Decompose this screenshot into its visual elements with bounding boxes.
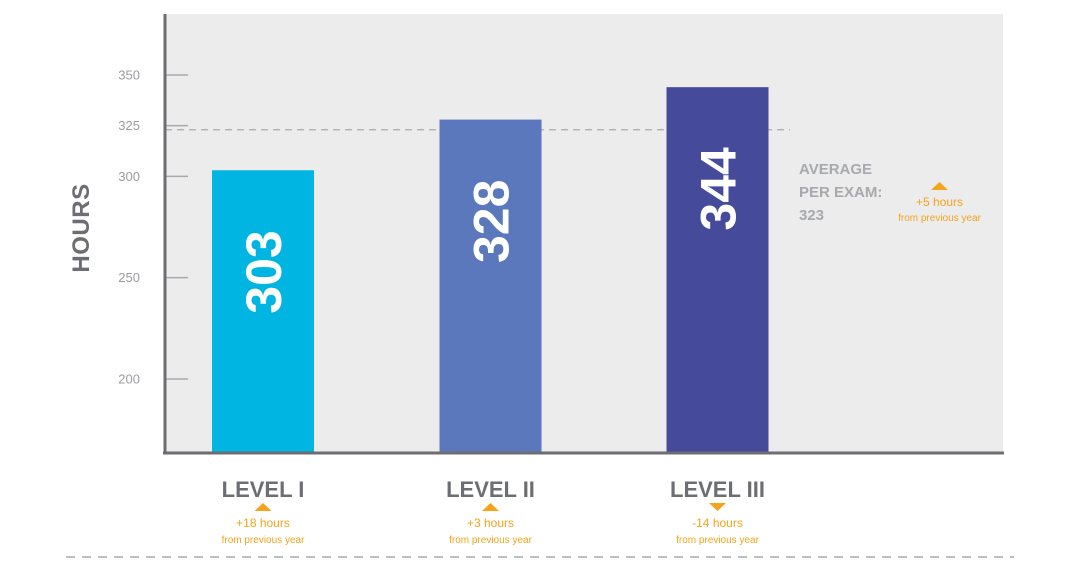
category-label: LEVEL II: [446, 477, 535, 502]
change-subtext: from previous year: [676, 535, 759, 546]
bar-value-label: 328: [464, 180, 520, 263]
bars: 303 328 344: [212, 87, 769, 453]
arrow-down-icon: [709, 503, 726, 511]
y-tick-label: 300: [118, 169, 140, 184]
y-axis-ticks: 200 250 300 325 350: [118, 68, 188, 387]
arrow-up-icon: [254, 503, 272, 511]
change-text: +3 hours: [467, 516, 514, 530]
y-axis-label: HOURS: [68, 183, 95, 272]
bar: [212, 170, 314, 453]
change-subtext: from previous year: [222, 535, 305, 546]
bar: [439, 119, 542, 453]
category-label: LEVEL III: [670, 477, 765, 502]
y-tick-label: 250: [118, 270, 140, 285]
average-label-line-3: 323: [799, 207, 824, 224]
average-annotation: AVERAGE PER EXAM: 323: [799, 161, 882, 224]
bar-value-label: 344: [691, 147, 747, 231]
average-change-arrow-icon: [931, 182, 948, 190]
average-change: +5 hours from previous year: [898, 182, 982, 224]
y-tick-label: 350: [118, 68, 140, 83]
bar-value-label: 303: [236, 230, 292, 313]
average-change-subtext: from previous year: [898, 213, 981, 224]
change-text: -14 hours: [692, 516, 743, 530]
category-label: LEVEL I: [222, 477, 305, 502]
average-label-line-1: AVERAGE: [799, 161, 872, 178]
arrow-up-icon: [482, 503, 499, 511]
y-tick-label: 200: [118, 372, 140, 387]
change-subtext: from previous year: [449, 535, 532, 546]
average-change-text: +5 hours: [916, 195, 963, 209]
change-text: +18 hours: [236, 516, 290, 530]
category-labels: LEVEL I +18 hours from previous year LEVEL …: [222, 477, 765, 546]
average-label-line-2: PER EXAM:: [799, 184, 882, 201]
bar: [666, 87, 769, 453]
y-tick-label: 325: [118, 118, 140, 133]
